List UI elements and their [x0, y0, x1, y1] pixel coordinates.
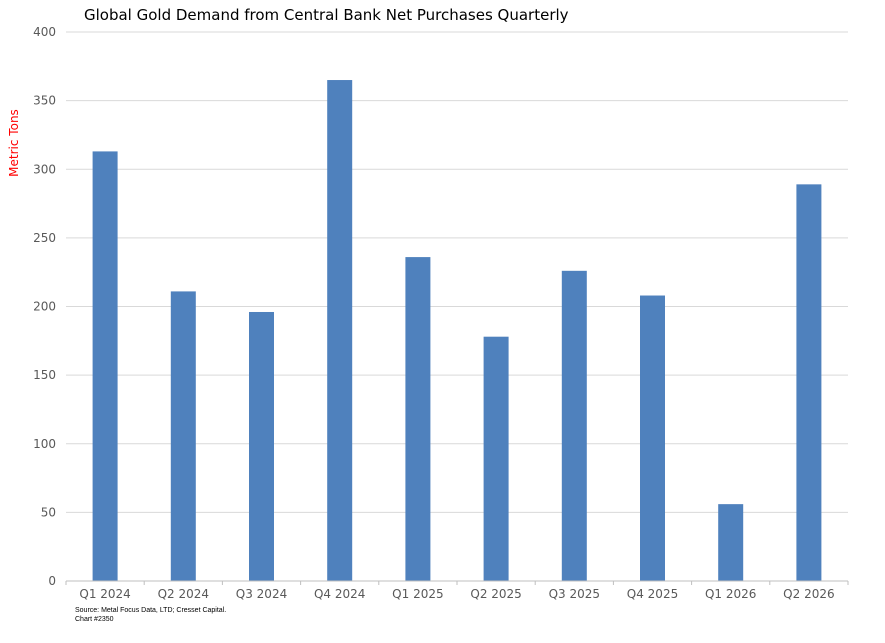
bar [640, 295, 665, 581]
y-tick-label: 350 [33, 94, 56, 108]
x-tick-label: Q4 2024 [314, 587, 365, 601]
bars [92, 80, 822, 581]
chart-id: Chart #2350 [75, 616, 114, 623]
y-tick-label: 0 [48, 574, 56, 588]
y-tick-label: 150 [33, 368, 56, 382]
y-axis-label: Metric Tons [7, 109, 21, 177]
gridlines [66, 31, 848, 513]
x-tick-label: Q1 2025 [392, 587, 443, 601]
x-tick-label: Q2 2024 [158, 587, 209, 601]
bar [561, 270, 587, 581]
x-tick-label: Q1 2024 [79, 587, 130, 601]
x-tick-label: Q2 2026 [783, 587, 834, 601]
y-tick-label: 100 [33, 437, 56, 451]
axes: 0 50 100 150 200 250 300 350 400 Q1 2024 Q2 2024 Q3… [33, 25, 849, 601]
chart-title: Global Gold Demand from Central Bank Net… [84, 6, 569, 24]
bar [483, 336, 509, 581]
source-note: Source: Metal Focus Data, LTD; Cresset C… [75, 606, 226, 624]
x-tick-label: Q3 2024 [236, 587, 287, 601]
bar [796, 184, 822, 581]
bar [718, 504, 744, 581]
bar [249, 311, 274, 581]
bar [92, 151, 118, 581]
bar [170, 291, 196, 581]
bar [327, 80, 353, 581]
x-tick-label: Q3 2025 [549, 587, 600, 601]
y-tick-label: 250 [33, 231, 56, 245]
x-tick-label: Q2 2025 [470, 587, 521, 601]
y-tick-label: 200 [33, 300, 56, 314]
y-tick-label: 400 [33, 25, 56, 39]
y-tick-label: 300 [33, 162, 56, 176]
y-tick-label: 50 [41, 505, 56, 519]
x-tick-label: Q4 2025 [627, 587, 678, 601]
bar [405, 257, 431, 581]
x-tick-label: Q1 2026 [705, 587, 756, 601]
source-text: Source: Metal Focus Data, LTD; Cresset C… [75, 607, 227, 614]
